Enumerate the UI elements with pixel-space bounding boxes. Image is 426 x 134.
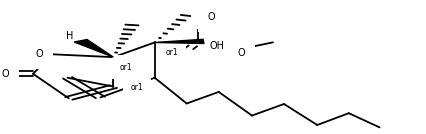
- Text: or1: or1: [130, 83, 143, 92]
- Text: O: O: [2, 69, 9, 79]
- Text: O: O: [35, 49, 43, 59]
- Text: or1: or1: [120, 62, 132, 72]
- Text: O: O: [238, 48, 245, 58]
- Polygon shape: [155, 39, 204, 44]
- Text: H: H: [66, 31, 74, 40]
- Text: OH: OH: [210, 41, 225, 51]
- Text: or1: or1: [165, 48, 178, 57]
- Text: O: O: [207, 12, 215, 22]
- Text: OH: OH: [201, 9, 216, 19]
- Polygon shape: [74, 40, 113, 57]
